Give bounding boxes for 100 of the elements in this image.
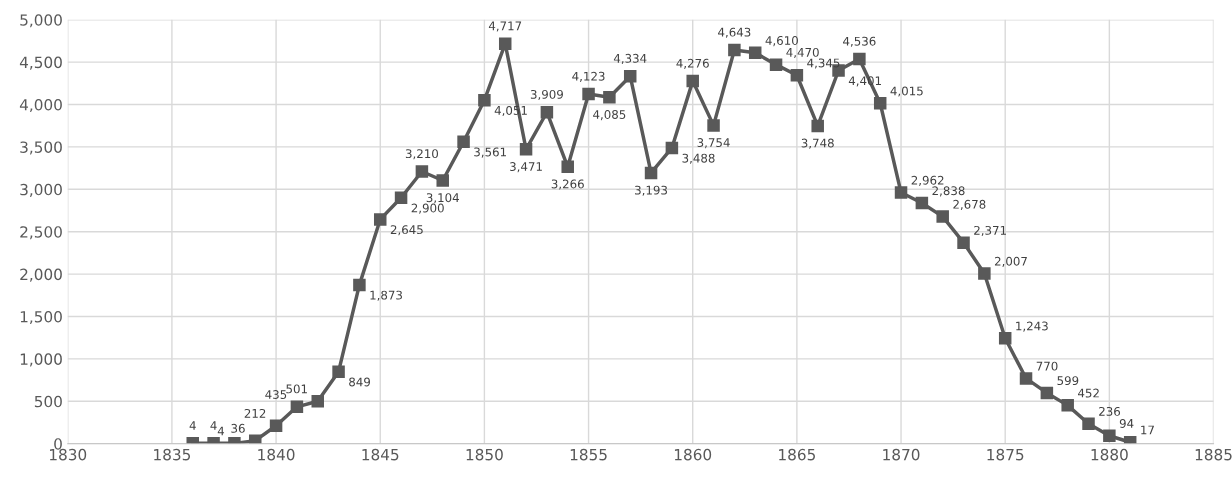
- data-label: 3,104: [426, 193, 459, 204]
- x-tick-label: 1860: [674, 448, 712, 461]
- data-label: 236: [1099, 406, 1121, 416]
- point: [582, 87, 595, 101]
- data-label: 1,873: [370, 290, 402, 301]
- x-tick-label: 1875: [987, 448, 1024, 461]
- data-label: 452: [1078, 388, 1099, 398]
- data-label: 3,748: [801, 138, 834, 149]
- point: [748, 46, 762, 60]
- x-tick-label: 1880: [1091, 448, 1128, 461]
- point: [498, 37, 512, 50]
- data-label: 4: [217, 426, 225, 436]
- data-label: 3,210: [405, 149, 439, 160]
- x-tick-label: 1840: [258, 448, 295, 461]
- point: [644, 166, 658, 180]
- data-label: 770: [1036, 361, 1058, 371]
- point: [540, 105, 554, 119]
- data-label: 4,717: [488, 21, 522, 32]
- point: [936, 210, 949, 223]
- x-tick-label: 1870: [883, 448, 920, 461]
- point: [519, 143, 533, 156]
- data-label: 2,007: [994, 256, 1027, 267]
- x-tick-label: 1830: [50, 448, 87, 461]
- data-label: 849: [349, 377, 370, 387]
- y-tick-label: 4,500: [19, 56, 62, 70]
- point: [1103, 429, 1116, 442]
- data-label: 3,909: [530, 89, 563, 101]
- data-label: 4: [189, 421, 196, 430]
- x-tick-label: 1835: [154, 448, 191, 461]
- x-tick-label: 1865: [779, 448, 815, 461]
- point: [1061, 399, 1074, 412]
- point: [998, 332, 1012, 345]
- data-label: 4,085: [593, 110, 626, 121]
- y-tick-label: 0: [54, 438, 62, 450]
- data-label: 2,962: [911, 175, 944, 186]
- point: [478, 93, 491, 107]
- y-tick-label: 3,000: [20, 183, 62, 197]
- point: [894, 186, 908, 199]
- data-label: 4,610: [765, 36, 798, 47]
- x-tick-label: 1885: [1195, 448, 1232, 461]
- y-tick-label: 5,000: [20, 14, 62, 28]
- x-tick-label: 1855: [570, 448, 607, 461]
- point: [728, 43, 741, 57]
- point: [811, 119, 824, 133]
- data-label: 4,334: [613, 53, 647, 64]
- data-label: 2,678: [953, 199, 986, 210]
- data-label: 4,536: [843, 36, 876, 47]
- x-tick-label: 1850: [466, 448, 503, 461]
- data-label: 501: [286, 384, 307, 394]
- y-tick-label: 2,000: [20, 268, 62, 282]
- point: [457, 135, 470, 148]
- data-label: 94: [1119, 418, 1134, 428]
- data-label: 1,243: [1016, 321, 1048, 332]
- data-label: 3,754: [697, 138, 730, 149]
- data-label: 4,123: [572, 71, 605, 82]
- data-label: 3,488: [682, 153, 715, 164]
- data-label: 212: [244, 408, 266, 418]
- data-label: 435: [265, 390, 287, 399]
- y-tick-label: 1,000: [20, 353, 62, 367]
- y-tick-label: 3,500: [20, 141, 62, 155]
- data-label: 2,900: [411, 203, 444, 214]
- point: [1019, 372, 1033, 385]
- data-label: 3,471: [510, 162, 542, 173]
- point: [436, 174, 449, 187]
- data-label: 2,371: [974, 225, 1006, 237]
- point: [853, 52, 866, 66]
- point: [665, 141, 679, 155]
- data-label: 4,015: [890, 86, 923, 97]
- data-label: 3,266: [551, 179, 584, 190]
- data-label: 3,193: [635, 185, 668, 196]
- data-label: 36: [231, 423, 245, 433]
- data-label: 17: [1141, 425, 1154, 435]
- point: [1040, 386, 1054, 400]
- point: [394, 191, 408, 205]
- y-tick-label: 2,500: [20, 226, 62, 240]
- point: [915, 196, 929, 210]
- y-tick-label: 1,500: [20, 310, 62, 325]
- y-tick-label: 4,000: [19, 98, 62, 113]
- y-tick-label: 500: [34, 395, 62, 408]
- data-label: 4,470: [786, 47, 819, 59]
- data-label: 4,276: [676, 58, 709, 69]
- point: [790, 69, 804, 82]
- point: [957, 236, 970, 249]
- point: [623, 69, 637, 83]
- point: [290, 400, 304, 414]
- point: [311, 394, 324, 408]
- point: [269, 419, 283, 432]
- point: [353, 278, 366, 292]
- data-label: 4: [210, 421, 217, 430]
- point: [707, 119, 720, 132]
- point: [249, 434, 262, 444]
- x-tick-label: 1845: [362, 448, 399, 461]
- data-label: 599: [1057, 376, 1079, 386]
- data-label: 2,838: [932, 186, 965, 197]
- point: [332, 365, 345, 378]
- point: [978, 267, 991, 280]
- point: [373, 213, 387, 226]
- point: [1082, 417, 1095, 430]
- data-label: 2,645: [390, 225, 423, 236]
- point: [873, 96, 887, 110]
